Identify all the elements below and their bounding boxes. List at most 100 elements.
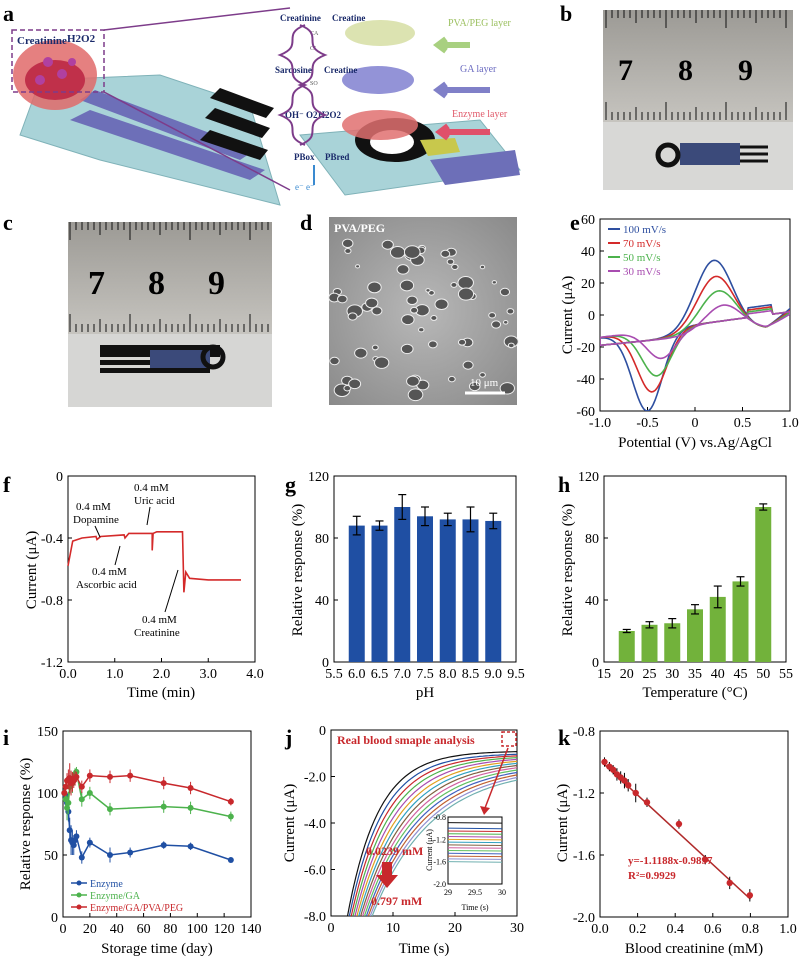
sem-pore [491,320,502,329]
data-point [127,849,134,856]
inset-line [448,852,502,855]
ruler-c-mark-8: 8 [148,265,165,302]
inset-line [448,847,502,849]
blood-curve [354,758,517,916]
sem-pore [507,342,515,349]
sem-pore [499,287,511,297]
layer-label-pva: PVA/PEG layer [448,18,512,29]
molecule [35,75,45,85]
j-down-arrow [376,862,398,888]
x-tick-label: 8.5 [462,667,480,682]
legend-label: Enzyme/GA/PVA/PEG [90,903,183,914]
data-point [227,798,234,805]
data-point [86,839,93,846]
k-ylabel: Current (μA) [555,784,571,862]
data-point [86,772,93,779]
f-arrow-dopamine [94,525,101,538]
bar [755,507,772,662]
ticks-g: 5.5 6.0 6.5 7.0 7.5 8.0 8.5 9.0 9.5 0 40 80 120 [308,470,525,682]
f-anno-ascorbic: Ascorbic acid [76,579,137,591]
sem-pore [329,356,340,366]
panel-letter-h: h [558,472,570,497]
layer-label-enzyme: Enzyme layer [452,109,508,120]
sem-pores [328,238,519,402]
bar [709,596,726,662]
inset-x-tick-label: 30 [498,888,506,897]
j-ylabel: Current (μA) [282,784,298,862]
x-tick-label: 6.0 [348,667,366,682]
x-tick-label: 20 [83,922,97,937]
bar [371,525,388,662]
sem-pore [430,315,438,321]
ticks-h: 15 20 25 30 35 40 45 50 55 0 40 80 120 [578,470,793,682]
legend-label: 70 mV/s [623,238,661,250]
f-anno-uric-conc: 0.4 mM [134,482,169,494]
electrons-label: e⁻ e⁻ [295,182,315,192]
x-tick-label: 1.0 [781,416,799,431]
bar [664,623,681,662]
sem-pore [337,294,348,304]
data-point [227,813,234,820]
blood-curve [352,757,517,916]
y-tick-label: -40 [576,373,595,388]
inset-line [448,861,502,863]
x-tick-label: 120 [214,922,235,937]
sem-pore [396,264,410,275]
g-ylabel: Relative response (%) [290,504,306,636]
f-arrow-creatinine [164,569,179,613]
y-tick-label: 50 [44,849,58,864]
enzyme-arrow [435,123,490,141]
legend-e: 100 mV/s 70 mV/s 50 mV/s 30 mV/s [608,224,666,278]
panel-k-chart: 0.0 0.2 0.4 0.6 0.8 1.0 -2.0 -1.6 -1.2 -0.8 y=-1.… [555,725,797,957]
x-tick-label: 50 [756,667,770,682]
y-tick-label: 40 [315,594,329,609]
panel-letter-j: j [284,725,292,750]
y-tick-label: -1.2 [573,787,595,802]
bars-h [618,503,772,662]
sensor-b-strip [680,143,740,165]
f-anno-uric: Uric acid [134,495,175,507]
data-point [86,790,93,796]
panel-letter-b: b [560,1,572,26]
f-ylabel: Current (μA) [24,531,40,609]
enzyme-blob-inner [25,60,85,100]
eq-oh-o2: OH⁻ O2 [285,110,318,120]
data-point [61,790,68,796]
y-tick-label: 80 [315,532,329,547]
sem-pore [401,314,415,326]
sem-pore [450,282,458,288]
inset-x-tick-label: 29.5 [468,888,482,897]
cv-curves [600,259,790,411]
x-tick-label: 3.0 [200,667,218,682]
data-point [65,799,72,806]
panel-letter-f: f [3,472,11,497]
sem-pore [506,308,515,315]
eq-h2o2: H2O2 [318,110,342,120]
inset-line [448,844,502,846]
schematic-h2o2-label: H2O2 [67,33,96,45]
amperometric-curve [67,531,241,593]
j-anno-high: 0.797 mM [371,894,422,908]
sem-pore [451,263,459,271]
sem-pore [502,320,509,325]
y-tick-label: 150 [37,725,58,740]
y-tick-label: -1.2 [41,656,63,671]
sensor-c-electrode [200,344,226,370]
data-point [187,804,194,811]
x-tick-label: 100 [187,922,208,937]
series-i [61,763,234,864]
panel-a-schematic: Creatinine H2O2 PVA/PEG layer GA layer E… [11,7,521,206]
panel-c-photo: 7 8 9 [68,222,272,407]
x-tick-label: 1.0 [779,922,797,937]
h-ylabel: Relative response (%) [560,504,576,636]
data-point [78,854,85,861]
blood-curve [346,751,517,916]
data-point [726,879,733,887]
x-tick-label: 4.0 [246,667,264,682]
inset-line [448,833,502,835]
ruler-b-mark-8: 8 [678,54,693,87]
sem-pore [418,327,425,333]
f-anno-ascorbic-conc: 0.4 mM [92,566,127,578]
sem-pore [499,382,515,395]
